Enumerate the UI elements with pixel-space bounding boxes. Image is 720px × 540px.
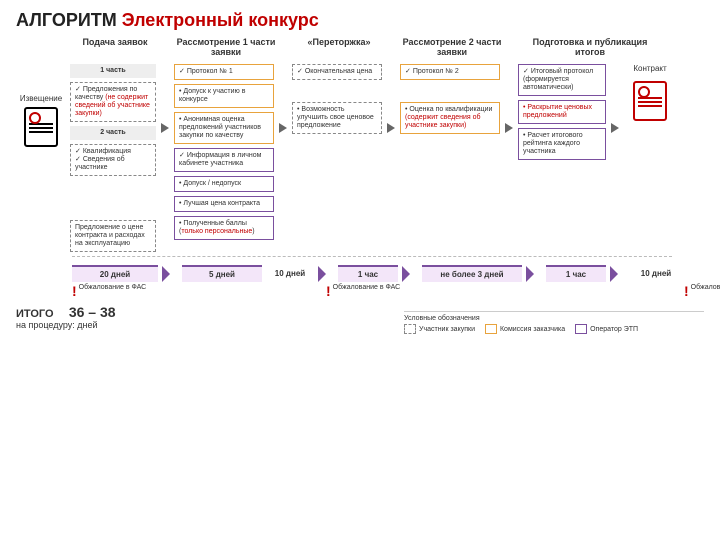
time-20d: 20 дней bbox=[72, 265, 158, 282]
title-main1: Электронный bbox=[122, 10, 249, 30]
col-review1: Протокол № 1 Допуск к участию в конкурсе… bbox=[174, 64, 274, 241]
time-5d: 5 дней bbox=[182, 265, 262, 282]
time-10d-b: 10 дней bbox=[630, 266, 682, 281]
divider bbox=[72, 256, 672, 257]
appeal-text-3: Обжалование в ФАС bbox=[691, 284, 720, 291]
appeal-text-1: Обжалование в ФАС bbox=[79, 284, 147, 291]
qualification-text: Квалификация bbox=[75, 148, 151, 156]
stage-header-row: Подача заявок Рассмотрение 1 части заявк… bbox=[72, 37, 704, 58]
qual-eval-box: Оценка по квалификации (содержит сведени… bbox=[400, 102, 500, 134]
stage-header-1: Подача заявок bbox=[72, 37, 158, 47]
time-1h-b: 1 час bbox=[546, 265, 606, 282]
page-title: АЛГОРИТМ Электронный конкурс bbox=[16, 10, 704, 31]
reveal-prices-box: Раскрытие ценовых предложений bbox=[518, 100, 606, 124]
stage-header-2: Рассмотрение 1 части заявки bbox=[176, 37, 276, 58]
qual-eval-note: (содержит сведения об участнике закупки) bbox=[405, 114, 481, 129]
part2-header: 2 часть bbox=[70, 126, 156, 140]
legend-item-3: Оператор ЭТП bbox=[575, 324, 638, 334]
time-10d-a: 10 дней bbox=[266, 266, 314, 281]
legend-title: Условные обозначения bbox=[404, 315, 704, 322]
stage-header-4: Рассмотрение 2 части заявки bbox=[402, 37, 502, 58]
col-rebid: Окончательная цена Возможность улучшить … bbox=[292, 64, 382, 134]
legend-item-1: Участник закупки bbox=[404, 324, 475, 334]
part1-header: 1 часть bbox=[70, 64, 156, 78]
appeal-text-2: Обжалование в ФАС bbox=[333, 284, 401, 291]
timeline: 20 дней 5 дней 10 дней 1 час не более 3 … bbox=[72, 265, 704, 282]
wedge-icon bbox=[162, 266, 178, 282]
notice-label: Извещение bbox=[20, 94, 62, 103]
wedge-icon bbox=[526, 266, 542, 282]
exclaim-icon: ! bbox=[72, 284, 77, 298]
exclaim-icon: ! bbox=[326, 284, 331, 298]
swatch-gray-icon bbox=[404, 324, 416, 334]
protocol2-box: Протокол № 2 bbox=[400, 64, 500, 80]
wedge-icon bbox=[318, 266, 334, 282]
legend-item-2: Комиссия заказчика bbox=[485, 324, 565, 334]
appeal-row: ! Обжалование в ФАС ! Обжалование в ФАС … bbox=[72, 284, 704, 298]
exclaim-icon: ! bbox=[684, 284, 689, 298]
col-submission: 1 часть Предложения по качеству (не соде… bbox=[70, 64, 156, 253]
page: АЛГОРИТМ Электронный конкурс Подача заяв… bbox=[0, 0, 720, 340]
wedge-icon bbox=[402, 266, 418, 282]
participant-info-text: Сведения об участнике bbox=[75, 156, 151, 172]
swatch-purple-icon bbox=[575, 324, 587, 334]
qual-eval-text: Оценка по квалификации bbox=[405, 106, 492, 113]
admission-box: Допуск к участию в конкурсе bbox=[174, 84, 274, 108]
time-1h-a: 1 час bbox=[338, 265, 398, 282]
final-protocol-box: Итоговый протокол (формируется автоматич… bbox=[518, 64, 606, 96]
total-value: 36 – 38 bbox=[69, 304, 116, 320]
col-contract: Контракт bbox=[624, 64, 676, 121]
legend: Условные обозначения Участник закупки Ко… bbox=[404, 311, 704, 334]
cabinet-info-box: Информация в личном кабинете участника bbox=[174, 148, 274, 172]
flow-row: Извещение 1 часть Предложения по качеств… bbox=[16, 64, 704, 253]
left-side: Извещение bbox=[16, 64, 66, 147]
arrow-1 bbox=[160, 64, 170, 132]
col-review2: Протокол № 2 Оценка по квалификации (сод… bbox=[400, 64, 500, 134]
title-prefix: АЛГОРИТМ bbox=[16, 10, 122, 30]
contract-icon bbox=[633, 81, 667, 121]
time-3d: не более 3 дней bbox=[422, 265, 522, 282]
price-proposal-box: Предложение о цене контракта и расходах … bbox=[70, 220, 156, 252]
contract-label: Контракт bbox=[624, 64, 676, 73]
total-label: ИТОГО bbox=[16, 308, 54, 320]
best-price-box: Лучшая цена контракта bbox=[174, 196, 274, 212]
final-price-box: Окончательная цена bbox=[292, 64, 382, 80]
qualification-box: Квалификация Сведения об участнике bbox=[70, 144, 156, 176]
title-main2: конкурс bbox=[248, 10, 318, 30]
improve-price-box: Возможность улучшить свое ценовое предло… bbox=[292, 102, 382, 134]
arrow-5 bbox=[610, 64, 620, 132]
quality-proposal-box: Предложения по качеству (не содержит све… bbox=[70, 82, 156, 122]
rating-calc-box: Расчет итогового рейтинга каждого участн… bbox=[518, 128, 606, 160]
anon-eval-box: Анонимная оценка предложений участников … bbox=[174, 112, 274, 144]
swatch-orange-icon bbox=[485, 324, 497, 334]
stage-header-3: «Переторжка» bbox=[294, 37, 384, 47]
arrow-2 bbox=[278, 64, 288, 132]
arrow-3 bbox=[386, 64, 396, 132]
legend-row: Участник закупки Комиссия заказчика Опер… bbox=[404, 324, 704, 334]
document-icon bbox=[24, 107, 58, 147]
wedge-icon bbox=[610, 266, 626, 282]
admit-deny-box: Допуск / недопуск bbox=[174, 176, 274, 192]
stage-header-5: Подготовка и публикация итогов bbox=[520, 37, 660, 58]
col-results: Итоговый протокол (формируется автоматич… bbox=[518, 64, 606, 160]
protocol1-box: Протокол № 1 bbox=[174, 64, 274, 80]
points-box: Полученные баллы (только персональные) bbox=[174, 216, 274, 240]
arrow-4 bbox=[504, 64, 514, 132]
